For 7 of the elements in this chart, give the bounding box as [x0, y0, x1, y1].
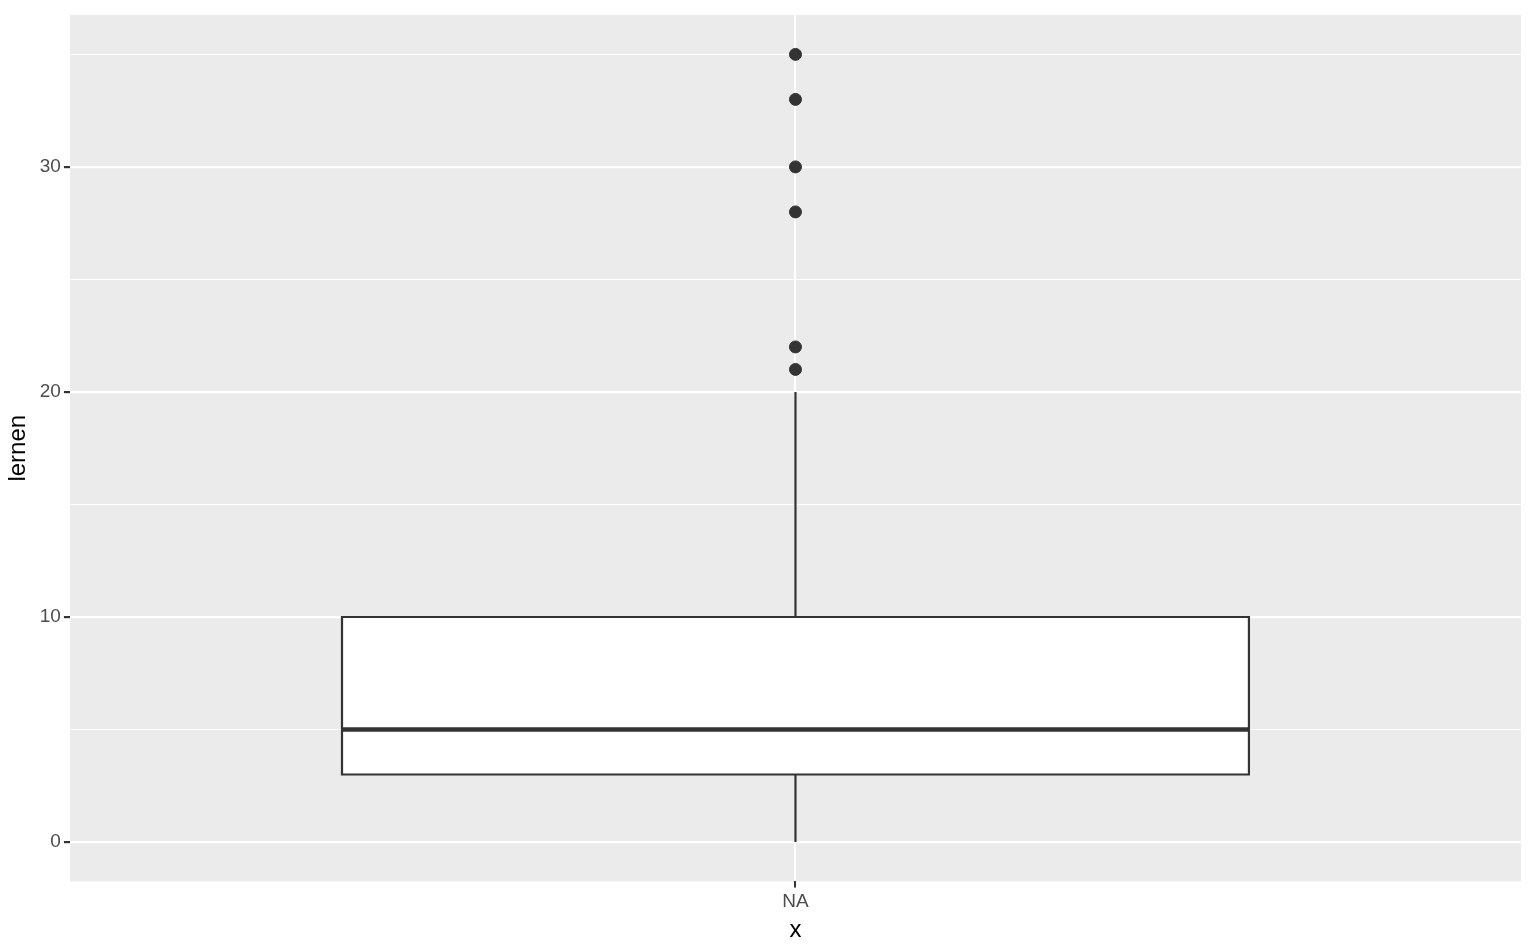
y-tick-label: 0 [50, 830, 61, 852]
x-tick-label: NA [782, 890, 809, 912]
y-tick-label: 30 [39, 155, 61, 177]
x-axis-title: x [789, 915, 802, 943]
y-axis-title: lernen [3, 414, 31, 482]
y-tick-label: 10 [39, 605, 61, 627]
y-tick-label: 20 [39, 380, 61, 402]
